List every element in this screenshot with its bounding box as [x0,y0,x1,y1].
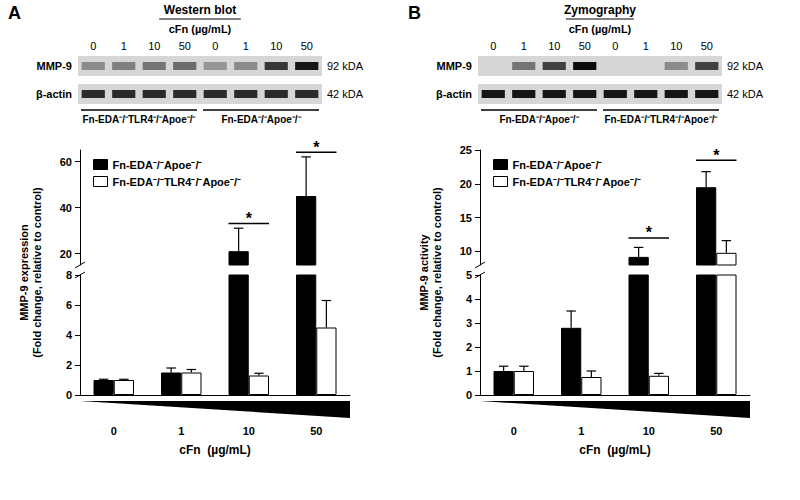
svg-text:2: 2 [466,341,472,353]
svg-text:10: 10 [270,40,282,52]
svg-text:*: * [246,210,253,227]
svg-text:10: 10 [243,425,255,437]
svg-text:20: 20 [60,248,72,260]
svg-text:50: 50 [179,40,191,52]
svg-text:4: 4 [66,329,73,341]
svg-text:0: 0 [111,425,117,437]
svg-text:Fn-EDA⁻/⁻TLR4⁻/⁻Apoe⁻/⁻: Fn-EDA⁻/⁻TLR4⁻/⁻Apoe⁻/⁻ [83,114,197,125]
svg-text:10: 10 [643,425,655,437]
svg-text:*: * [713,147,720,164]
svg-text:0: 0 [212,40,218,52]
svg-text:6: 6 [66,299,72,311]
svg-text:60: 60 [60,156,72,168]
svg-text:0: 0 [66,389,72,401]
svg-text:Fn-EDA⁻/⁻Apoe⁻/⁻: Fn-EDA⁻/⁻Apoe⁻/⁻ [113,159,203,171]
svg-text:0: 0 [490,40,496,52]
svg-text:20: 20 [460,178,472,190]
svg-text:42 kDA: 42 kDA [327,88,364,100]
svg-text:Fn-EDA⁻/⁻TLR4⁻/⁻Apoe⁻/⁻: Fn-EDA⁻/⁻TLR4⁻/⁻Apoe⁻/⁻ [113,176,242,188]
svg-text:1: 1 [578,425,584,437]
svg-text:40: 40 [60,202,72,214]
svg-text:3: 3 [466,317,472,329]
svg-text:10: 10 [670,40,682,52]
svg-text:Fn-EDA⁻/⁻Apoe⁻/⁻: Fn-EDA⁻/⁻Apoe⁻/⁻ [221,114,301,125]
svg-text:β-actin: β-actin [436,88,472,100]
svg-text:MMP-9 activity: MMP-9 activity [418,233,430,310]
svg-text:MMP-9 expression: MMP-9 expression [18,224,30,321]
svg-text:Fn-EDA⁻/⁻Apoe⁻/⁻: Fn-EDA⁻/⁻Apoe⁻/⁻ [499,114,579,125]
svg-text:1: 1 [243,40,249,52]
svg-text:0: 0 [466,389,472,401]
svg-text:1: 1 [466,365,472,377]
svg-text:MMP-9: MMP-9 [437,60,472,72]
svg-text:0: 0 [511,425,517,437]
svg-text:50: 50 [579,40,591,52]
svg-text:4: 4 [466,293,473,305]
svg-text:1: 1 [178,425,184,437]
svg-text:A: A [8,3,21,23]
svg-text:cFn (µg/mL): cFn (µg/mL) [169,23,232,35]
svg-text:1: 1 [521,40,527,52]
svg-text:10: 10 [148,40,160,52]
svg-text:*: * [313,139,320,156]
svg-text:25: 25 [460,144,472,156]
svg-text:50: 50 [301,40,313,52]
svg-text:Fn-EDA⁻/⁻TLR4⁻/⁻Apoe⁻/⁻: Fn-EDA⁻/⁻TLR4⁻/⁻Apoe⁻/⁻ [605,114,719,125]
svg-text:Fn-EDA⁻/⁻TLR4⁻/⁻Apoe⁻/⁻: Fn-EDA⁻/⁻TLR4⁻/⁻Apoe⁻/⁻ [513,176,642,188]
svg-text:42 kDA: 42 kDA [727,88,764,100]
svg-text:(Fold change, relative to cont: (Fold change, relative to control) [431,187,443,358]
svg-text:Western blot: Western blot [164,3,236,17]
svg-text:10: 10 [548,40,560,52]
svg-text:*: * [646,224,653,241]
svg-text:cFn (µg/mL): cFn (µg/mL) [179,443,251,457]
svg-text:MMP-9: MMP-9 [37,60,72,72]
svg-text:92 kDA: 92 kDA [327,60,364,72]
svg-text:cFn (µg/mL): cFn (µg/mL) [569,23,632,35]
svg-text:B: B [408,3,421,23]
svg-text:0: 0 [612,40,618,52]
svg-text:8: 8 [66,269,72,281]
svg-text:Fn-EDA⁻/⁻Apoe⁻/⁻: Fn-EDA⁻/⁻Apoe⁻/⁻ [513,159,603,171]
svg-text:92 kDA: 92 kDA [727,60,764,72]
svg-text:15: 15 [460,212,472,224]
svg-text:Zymography: Zymography [564,3,636,17]
svg-text:(Fold change, relative to cont: (Fold change, relative to control) [31,187,43,358]
svg-text:50: 50 [310,425,322,437]
svg-text:2: 2 [66,359,72,371]
svg-text:β-actin: β-actin [36,88,72,100]
svg-text:cFn (µg/mL): cFn (µg/mL) [579,443,651,457]
svg-text:0: 0 [90,40,96,52]
svg-text:50: 50 [701,40,713,52]
svg-text:10: 10 [460,245,472,257]
svg-text:1: 1 [121,40,127,52]
svg-text:50: 50 [710,425,722,437]
svg-text:5: 5 [466,269,472,281]
svg-text:1: 1 [643,40,649,52]
